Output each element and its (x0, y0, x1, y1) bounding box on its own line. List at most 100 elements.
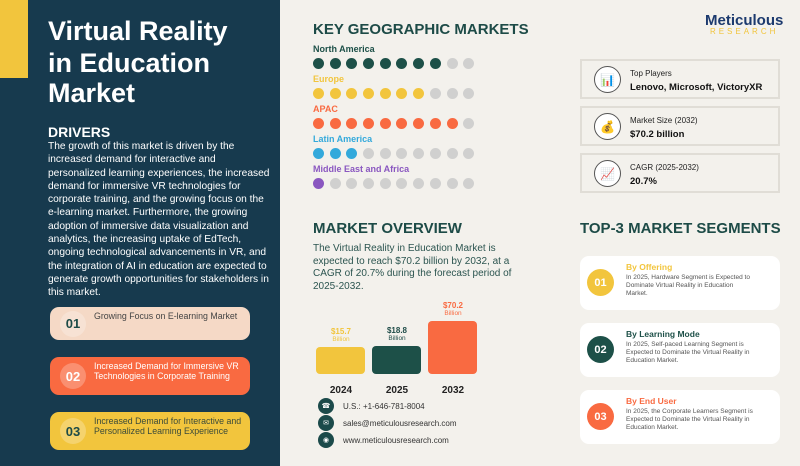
region-label: Middle East and Africa (313, 164, 410, 174)
info-label: Market Size (2032) (630, 116, 698, 125)
segment-text: In 2025, the Corporate Learners Segment … (626, 408, 753, 431)
empty-dot (463, 148, 475, 159)
empty-dot (363, 148, 375, 159)
phone-text: U.S.: +1-646-781-8004 (343, 401, 425, 411)
filled-dot (346, 58, 358, 69)
driver-text: Increased Demand for Immersive VR Techno… (94, 361, 239, 381)
driver-item: 02 Increased Demand for Immersive VR Tec… (50, 357, 250, 395)
bar-unit: Billion (444, 310, 462, 317)
filled-dot (413, 58, 425, 69)
overview-text: The Virtual Reality in Education Market … (313, 243, 512, 292)
empty-dot (446, 88, 458, 99)
segment-text: In 2025, Hardware Segment is Expected to… (626, 274, 750, 297)
empty-dot (463, 58, 475, 69)
page-title-line-2: in Education (48, 48, 210, 78)
contact-website[interactable]: ◉ www.meticulousresearch.com (318, 432, 449, 448)
empty-dot (379, 178, 391, 189)
segments-heading: TOP-3 MARKET SEGMENTS (580, 220, 781, 237)
driver-number: 02 (60, 363, 86, 389)
geo-heading: KEY GEOGRAPHIC MARKETS (313, 21, 529, 38)
segment-number: 01 (587, 269, 614, 296)
website-text: www.meticulousresearch.com (343, 435, 449, 445)
empty-dot (413, 178, 425, 189)
driver-number: 03 (60, 418, 86, 444)
bar-2032 (428, 321, 477, 374)
region-dots (313, 178, 475, 189)
bar-chart-icon: 📊 (594, 66, 621, 93)
bar-value: $18.8 (386, 326, 408, 335)
empty-dot (429, 88, 441, 99)
bar-unit: Billion (332, 336, 350, 343)
region-dots (313, 58, 475, 69)
region-label: APAC (313, 104, 338, 114)
filled-dot (329, 148, 341, 159)
segment-number: 03 (587, 403, 614, 430)
bar-value: $70.2 (442, 301, 464, 310)
logo-sub: RESEARCH (709, 27, 779, 36)
filled-dot (429, 118, 441, 129)
x-tick-label: 2025 (385, 385, 409, 396)
empty-dot (413, 148, 425, 159)
info-value: $70.2 billion (630, 129, 685, 140)
bar-value: $15.7 (330, 327, 352, 336)
filled-dot (329, 88, 341, 99)
drivers-heading: DRIVERS (48, 124, 111, 140)
filled-dot (313, 88, 324, 99)
filled-dot (346, 148, 358, 159)
bar-value-label: $18.8 Billion (372, 327, 422, 343)
filled-dot (379, 118, 391, 129)
filled-dot (396, 118, 408, 129)
empty-dot (346, 178, 358, 189)
segment-card: 01 By Offering In 2025, Hardware Segment i… (580, 256, 780, 310)
bar-2024 (316, 347, 365, 374)
segment-title: By Learning Mode (626, 329, 700, 339)
segment-title: By End User (626, 396, 677, 406)
overview-heading: MARKET OVERVIEW (313, 220, 462, 237)
empty-dot (446, 178, 458, 189)
empty-dot (463, 88, 475, 99)
filled-dot (329, 58, 341, 69)
empty-dot (446, 148, 458, 159)
bar-value-label: $15.7 Billion (316, 328, 366, 344)
filled-dot (346, 118, 358, 129)
filled-dot (313, 148, 324, 159)
driver-item: 03 Increased Demand for Interactive and … (50, 412, 250, 450)
contact-phone[interactable]: ☎ U.S.: +1-646-781-8004 (318, 398, 425, 414)
filled-dot (413, 88, 425, 99)
segment-number: 02 (587, 336, 614, 363)
empty-dot (429, 178, 441, 189)
info-box-cagr: 📈 CAGR (2025-2032) 20.7% (580, 153, 780, 193)
empty-dot (446, 58, 458, 69)
region-dots (313, 148, 475, 159)
empty-dot (429, 148, 441, 159)
info-label: CAGR (2025-2032) (630, 163, 699, 172)
filled-dot (429, 58, 441, 69)
money-bag-icon: 💰 (594, 113, 621, 140)
empty-dot (363, 178, 375, 189)
empty-dot (379, 148, 391, 159)
filled-dot (396, 58, 408, 69)
filled-dot (313, 118, 324, 129)
growth-chart-icon: 📈 (594, 160, 621, 187)
filled-dot (329, 118, 341, 129)
logo: Meticulous RESEARCH (705, 12, 783, 36)
filled-dot (446, 118, 458, 129)
contact-email[interactable]: ✉ sales@meticulousresearch.com (318, 415, 457, 431)
filled-dot (313, 58, 324, 69)
empty-dot (396, 178, 408, 189)
info-box-top-players: 📊 Top Players Lenovo, Microsoft, VictoryXR (580, 59, 780, 99)
bar-unit: Billion (388, 335, 406, 342)
segment-title: By Offering (626, 262, 673, 272)
phone-icon: ☎ (318, 398, 334, 414)
bar-value-label: $70.2 Billion (428, 302, 478, 318)
accent-tab (0, 0, 28, 78)
empty-dot (463, 178, 475, 189)
info-value: 20.7% (630, 176, 657, 187)
filled-dot (363, 118, 375, 129)
region-label: Latin America (313, 134, 373, 144)
region-label: Europe (313, 74, 345, 84)
region-dots (313, 88, 475, 99)
logo-name: Meticulous (705, 12, 784, 29)
x-tick-label: 2032 (441, 385, 465, 396)
globe-icon: ◉ (318, 432, 334, 448)
